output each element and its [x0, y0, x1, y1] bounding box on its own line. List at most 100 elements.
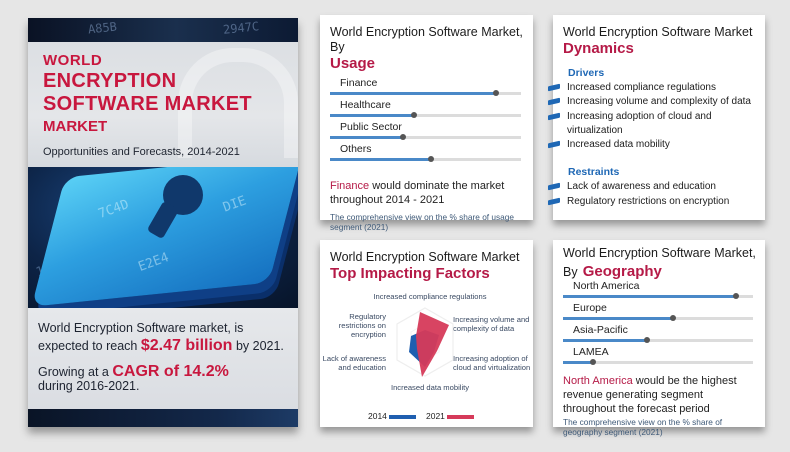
usage-summary: Finance would dominate the market throug… [330, 179, 525, 207]
bar-fill [330, 92, 497, 95]
restraints-list: Lack of awareness and education Regulato… [548, 180, 757, 209]
bar-label: Public Sector [340, 121, 402, 133]
factors-card-title: World Encryption Software Market [330, 250, 520, 264]
driver-item: Increasing adoption of cloud and virtual… [548, 110, 757, 139]
radar-axis-label: Increasing adoption of cloud and virtual… [453, 354, 531, 372]
bar-track [330, 90, 521, 96]
bar-track [563, 337, 753, 343]
radar-axis-label: Lack of awareness and education [322, 354, 386, 372]
geo-bar-row: Asia-Pacific [563, 324, 757, 346]
poster-title-software-market: SOFTWARE MARKET [43, 93, 252, 115]
poster-subtitle: Opportunities and Forecasts, 2014-2021 [43, 146, 240, 158]
bullet-icon [548, 197, 560, 206]
impacting-factors-card: World Encryption Software Market Top Imp… [320, 240, 533, 427]
driver-text: Increased data mobility [567, 139, 670, 151]
driver-item: Increased data mobility [548, 138, 757, 152]
forecast-prefix: World Encryption Software market, is exp… [38, 321, 244, 353]
report-cover-poster: A85B 2947C WORLD ENCRYPTION SOFTWARE MAR… [28, 18, 298, 427]
radar-axis-label: Increased compliance regulations [373, 292, 487, 301]
bar-label: Others [340, 143, 372, 155]
driver-text: Increased compliance regulations [567, 82, 716, 93]
bullet-icon [548, 140, 560, 149]
forecast-statement: World Encryption Software market, is exp… [38, 320, 288, 355]
drivers-heading: Drivers [568, 67, 605, 79]
legend-item-2014: 2014 [368, 411, 416, 421]
bullet-icon [548, 112, 560, 120]
radar-axis-label: Regulatory restrictions on encryption [338, 312, 386, 339]
bar-knob [732, 293, 739, 299]
restraint-text: Regulatory restrictions on encryption [567, 195, 730, 207]
poster-bottom-band [28, 409, 298, 427]
geo-summary-highlight: North America [563, 375, 633, 387]
driver-text: Increasing adoption of cloud and virtual… [567, 110, 712, 136]
poster-title-encryption: ENCRYPTION [43, 70, 177, 92]
bar-knob [493, 90, 500, 96]
radar-grid-outer [396, 307, 454, 377]
radar-axis-label: Increased data mobility [390, 383, 470, 392]
usage-card-title: World Encryption Software Market, By [330, 25, 523, 54]
restraint-item: Regulatory restrictions on encryption [548, 195, 757, 209]
driver-item: Increasing volume and complexity of data [548, 95, 757, 109]
forecast-suffix: by 2021. [235, 339, 284, 353]
bar-track [330, 134, 521, 140]
usage-card-accent: Usage [330, 55, 376, 72]
poster-title-world: WORLD [43, 52, 103, 69]
drivers-list: Increased compliance regulations Increas… [548, 81, 757, 152]
bar-fill [330, 136, 403, 139]
bar-fill [563, 339, 647, 342]
driver-text: Increasing volume and complexity of data [567, 96, 751, 108]
legend-label: 2021 [426, 411, 445, 421]
usage-bar-list: Finance Healthcare Public Sector Others [330, 77, 525, 165]
usage-bar-row: Others [330, 143, 525, 165]
bar-knob [670, 315, 677, 321]
usage-bar-row: Public Sector [330, 121, 525, 143]
factors-card-accent: Top Impacting Factors [330, 265, 490, 282]
radar-series-2021 [416, 312, 449, 377]
bar-label: Europe [573, 302, 607, 314]
bar-track [330, 112, 521, 118]
poster-title-market: MARKET [43, 118, 108, 135]
radar-axis-label: Increasing volume and complexity of data [453, 315, 530, 333]
bar-fill [563, 317, 674, 320]
legend-swatch-2021 [446, 414, 474, 419]
dynamics-card-title: World Encryption Software Market [563, 25, 753, 39]
poster-header: WORLD ENCRYPTION SOFTWARE MARKET MARKET … [28, 42, 298, 167]
forecast-value: $2.47 billion [140, 337, 233, 354]
bar-track [563, 359, 753, 365]
bar-label: Finance [340, 77, 378, 89]
dynamics-card: World Encryption Software Market Dynamic… [548, 15, 765, 220]
cagr-prefix: Growing at a [38, 365, 109, 379]
legend-swatch-2014 [388, 414, 416, 419]
geo-card-title: World Encryption Software Market, [563, 246, 756, 260]
geo-bar-row: Europe [563, 302, 757, 324]
cagr-value: CAGR of 14.2% [112, 363, 229, 380]
bar-track [563, 293, 753, 299]
bar-fill [563, 361, 594, 364]
bar-fill [330, 114, 415, 117]
bar-fill [330, 158, 432, 161]
poster-key-facts: World Encryption Software market, is exp… [28, 308, 298, 409]
bar-knob [399, 134, 406, 140]
radar-plot [396, 307, 454, 377]
bullet-icon [548, 183, 560, 191]
usage-summary-highlight: Finance [330, 180, 370, 192]
usage-summary-text: would dominate the market throughout 201… [330, 180, 505, 206]
restraint-item: Lack of awareness and education [548, 180, 757, 194]
restraints-heading: Restraints [568, 166, 620, 179]
usage-bar-row: Healthcare [330, 99, 525, 121]
bar-knob [411, 112, 418, 118]
geo-summary-text: would be the highest revenue generating … [563, 375, 737, 415]
bar-label: LAMEA [573, 346, 609, 358]
geo-note: The comprehensive view on the % share of… [563, 417, 723, 437]
driver-item: Increased compliance regulations [548, 81, 757, 95]
poster-top-band: A85B 2947C [28, 18, 298, 42]
bar-label: Asia-Pacific [573, 324, 628, 336]
bg-digits: 2947C [222, 19, 260, 37]
geo-bar-list: North America Europe Asia-Pacific LAMEA [563, 280, 757, 368]
geo-bar-row: North America [563, 280, 757, 302]
geo-card-subtitle: By Geography [563, 261, 757, 280]
dynamics-card-accent: Dynamics [563, 40, 634, 57]
geo-summary: North America would be the highest reven… [563, 374, 757, 416]
bar-label: Healthcare [340, 99, 391, 111]
legend-item-2021: 2021 [426, 411, 474, 421]
